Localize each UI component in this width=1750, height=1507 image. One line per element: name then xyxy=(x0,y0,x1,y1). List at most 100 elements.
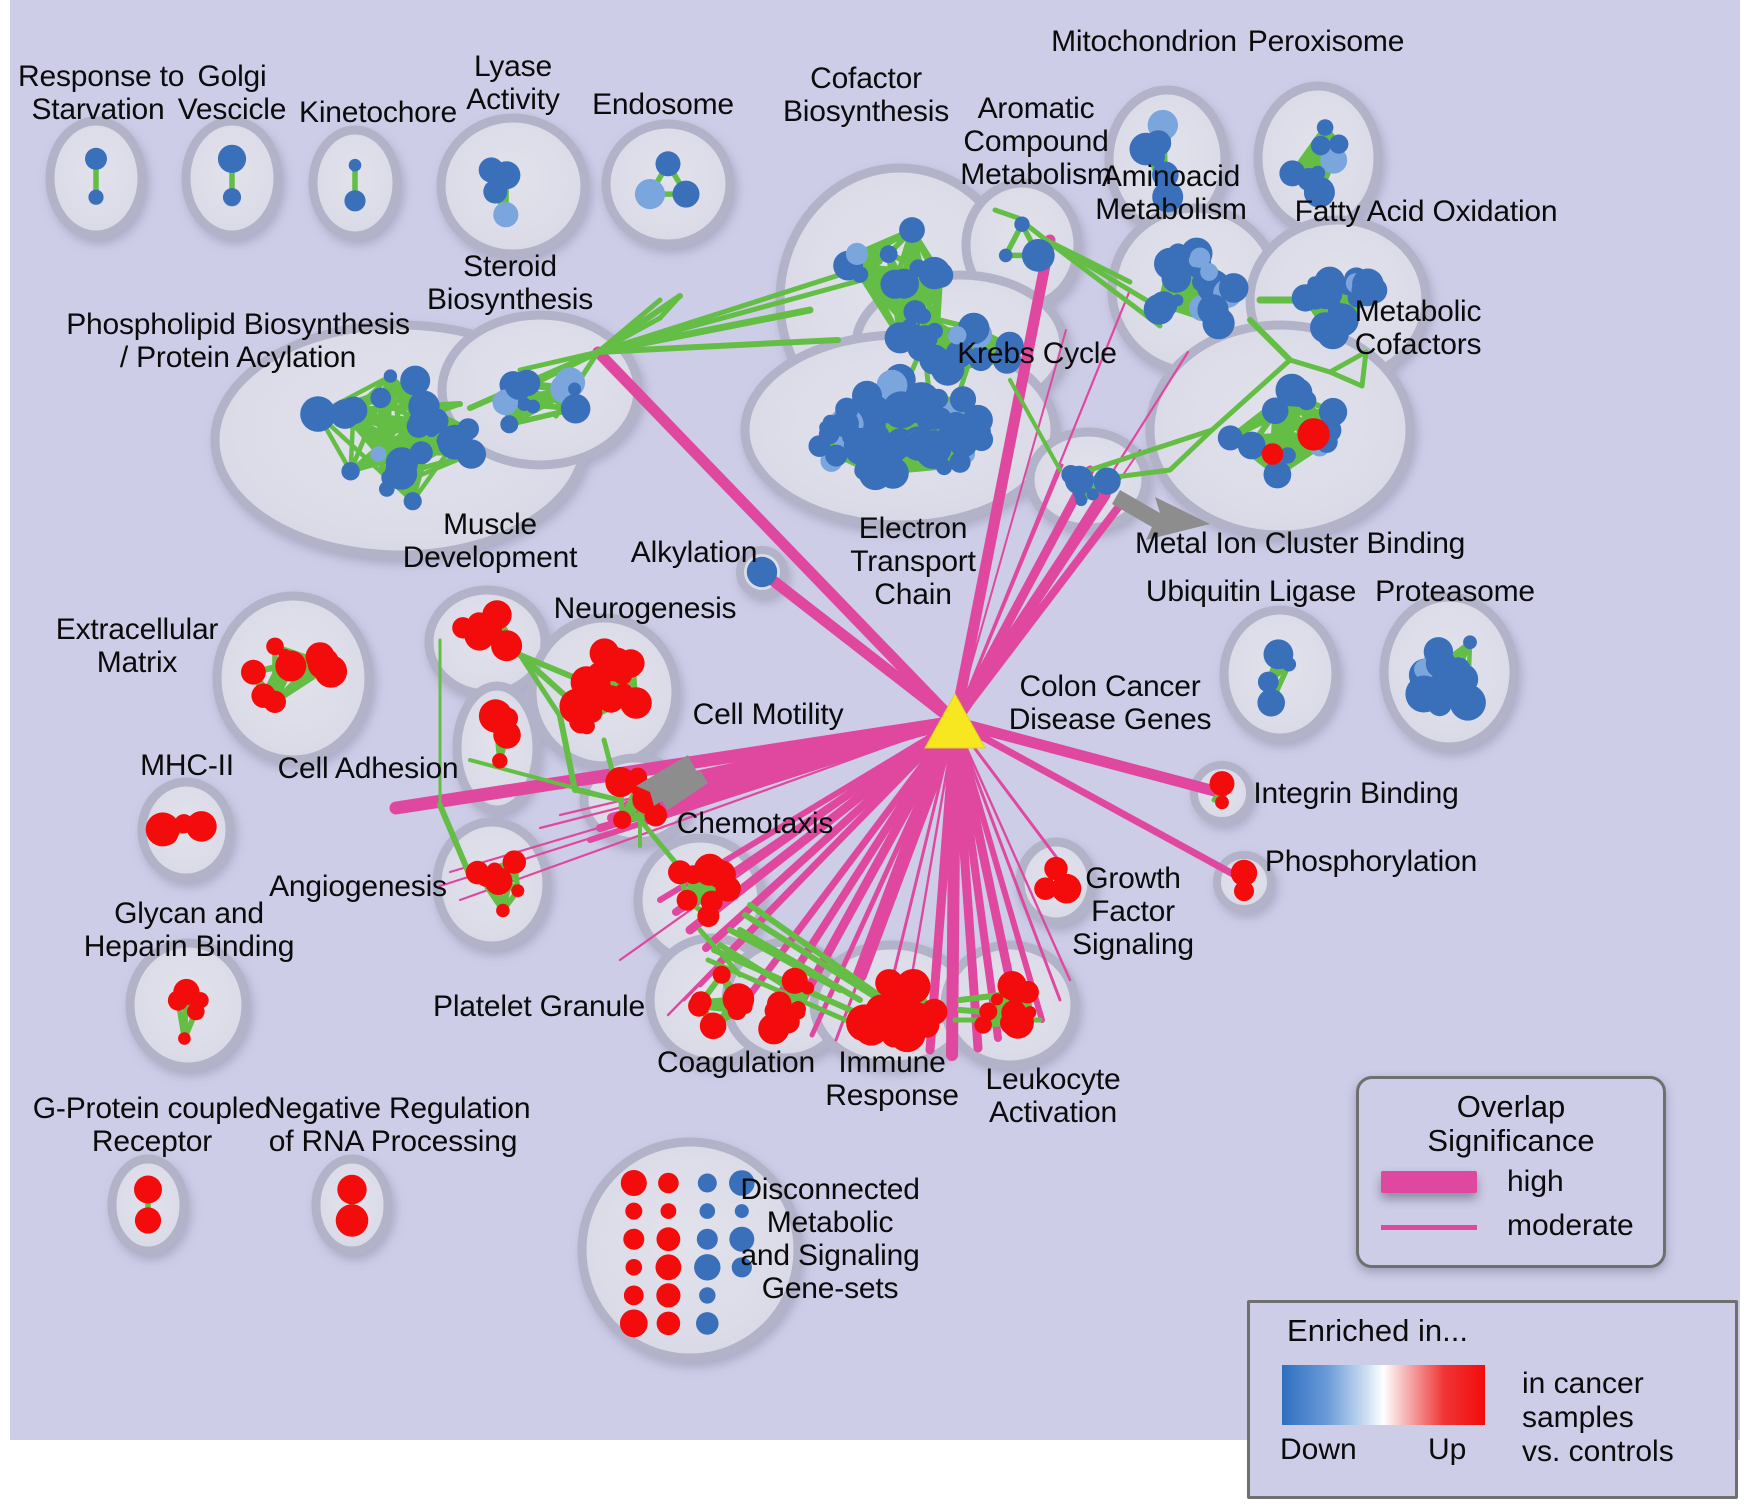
gene-set-node[interactable] xyxy=(1261,443,1284,465)
gene-set-node[interactable] xyxy=(167,990,189,1011)
gene-set-node[interactable] xyxy=(370,446,387,462)
gene-set-node[interactable] xyxy=(1023,1006,1037,1019)
gene-set-node[interactable] xyxy=(879,245,898,264)
gene-set-node[interactable] xyxy=(1316,119,1334,136)
gene-set-node[interactable] xyxy=(841,425,864,447)
gene-set-node[interactable] xyxy=(85,147,107,170)
gene-set-node[interactable] xyxy=(186,811,217,842)
gene-set-node[interactable] xyxy=(729,1170,755,1196)
gene-set-node[interactable] xyxy=(945,340,974,368)
gene-set-node[interactable] xyxy=(825,444,848,467)
gene-set-node[interactable] xyxy=(1463,635,1477,650)
gene-set-node[interactable] xyxy=(625,1259,643,1276)
gene-set-node[interactable] xyxy=(676,889,698,911)
gene-set-node[interactable] xyxy=(921,998,948,1025)
gene-set-node[interactable] xyxy=(1093,467,1121,495)
gene-set-node[interactable] xyxy=(925,410,945,430)
gene-set-node[interactable] xyxy=(1051,873,1082,904)
gene-set-node[interactable] xyxy=(217,144,247,173)
gene-set-node[interactable] xyxy=(998,248,1013,263)
gene-set-node[interactable] xyxy=(694,1254,721,1281)
gene-set-node[interactable] xyxy=(1016,980,1039,1004)
gene-set-node[interactable] xyxy=(1143,293,1175,325)
gene-set-node[interactable] xyxy=(1309,276,1343,310)
gene-set-node[interactable] xyxy=(696,1312,719,1335)
gene-set-node[interactable] xyxy=(370,387,392,409)
gene-set-node[interactable] xyxy=(699,1012,727,1040)
gene-set-node[interactable] xyxy=(1237,431,1266,460)
gene-set-node[interactable] xyxy=(496,903,510,918)
gene-set-node[interactable] xyxy=(1447,688,1466,708)
gene-set-node[interactable] xyxy=(904,430,932,458)
hub-node-colon-cancer-disease-genes[interactable] xyxy=(924,692,986,749)
gene-set-node[interactable] xyxy=(1329,134,1349,154)
gene-set-node[interactable] xyxy=(500,415,519,434)
gene-set-node[interactable] xyxy=(656,1227,681,1252)
gene-set-node[interactable] xyxy=(660,1203,677,1219)
gene-set-node[interactable] xyxy=(1423,677,1439,693)
gene-set-node[interactable] xyxy=(699,1203,716,1219)
gene-set-node[interactable] xyxy=(400,365,431,396)
gene-set-node[interactable] xyxy=(927,262,954,288)
gene-set-node[interactable] xyxy=(969,427,994,452)
gene-set-node[interactable] xyxy=(746,556,778,588)
gene-set-node[interactable] xyxy=(672,180,700,208)
gene-set-node[interactable] xyxy=(656,1311,681,1336)
gene-set-node[interactable] xyxy=(178,1032,191,1045)
gene-set-node[interactable] xyxy=(493,202,519,228)
gene-set-node[interactable] xyxy=(845,242,869,265)
gene-set-node[interactable] xyxy=(305,642,335,672)
gene-set-node[interactable] xyxy=(656,1283,681,1308)
gene-set-node[interactable] xyxy=(348,158,362,172)
gene-set-node[interactable] xyxy=(790,1001,806,1017)
gene-set-node[interactable] xyxy=(1281,657,1297,672)
gene-set-node[interactable] xyxy=(1230,859,1258,887)
gene-set-node[interactable] xyxy=(620,687,652,719)
gene-set-node[interactable] xyxy=(619,1309,648,1338)
gene-set-node[interactable] xyxy=(851,266,869,283)
gene-set-node[interactable] xyxy=(1257,671,1279,693)
gene-set-node[interactable] xyxy=(484,867,513,895)
gene-set-node[interactable] xyxy=(903,999,924,1020)
gene-set-node[interactable] xyxy=(88,189,104,205)
gene-set-node[interactable] xyxy=(511,884,525,898)
gene-set-node[interactable] xyxy=(335,1204,369,1237)
gene-set-node[interactable] xyxy=(1014,216,1030,232)
gene-set-node[interactable] xyxy=(882,391,920,429)
gene-set-node[interactable] xyxy=(145,812,180,847)
gene-set-node[interactable] xyxy=(634,179,666,210)
gene-set-node[interactable] xyxy=(275,650,307,682)
gene-set-node[interactable] xyxy=(729,1226,755,1252)
gene-set-node[interactable] xyxy=(696,1228,718,1250)
gene-set-node[interactable] xyxy=(1279,447,1296,464)
gene-set-node[interactable] xyxy=(491,713,505,727)
gene-set-node[interactable] xyxy=(949,386,977,413)
gene-set-node[interactable] xyxy=(731,1257,752,1278)
gene-set-node[interactable] xyxy=(801,981,815,995)
gene-set-node[interactable] xyxy=(928,388,949,409)
gene-set-node[interactable] xyxy=(1423,637,1454,667)
gene-set-node[interactable] xyxy=(266,637,284,656)
gene-set-node[interactable] xyxy=(491,630,523,662)
gene-set-node[interactable] xyxy=(700,890,723,913)
gene-set-node[interactable] xyxy=(1319,397,1348,427)
gene-set-node[interactable] xyxy=(1297,390,1317,411)
gene-set-node[interactable] xyxy=(689,996,709,1016)
gene-set-node[interactable] xyxy=(408,390,440,422)
gene-set-node[interactable] xyxy=(383,369,398,383)
gene-set-node[interactable] xyxy=(605,767,636,798)
gene-set-node[interactable] xyxy=(852,380,882,411)
gene-set-node[interactable] xyxy=(341,462,360,481)
gene-set-node[interactable] xyxy=(1167,243,1189,265)
gene-set-node[interactable] xyxy=(625,1202,643,1220)
gene-set-node[interactable] xyxy=(974,1016,992,1034)
gene-set-node[interactable] xyxy=(623,1285,644,1306)
gene-set-node[interactable] xyxy=(655,151,681,177)
gene-set-node[interactable] xyxy=(526,399,540,414)
gene-set-node[interactable] xyxy=(337,1174,367,1205)
gene-set-node[interactable] xyxy=(861,423,890,452)
gene-set-node[interactable] xyxy=(478,157,504,183)
gene-set-node[interactable] xyxy=(885,1009,908,1031)
gene-set-node[interactable] xyxy=(403,492,422,511)
gene-set-node[interactable] xyxy=(948,326,967,345)
